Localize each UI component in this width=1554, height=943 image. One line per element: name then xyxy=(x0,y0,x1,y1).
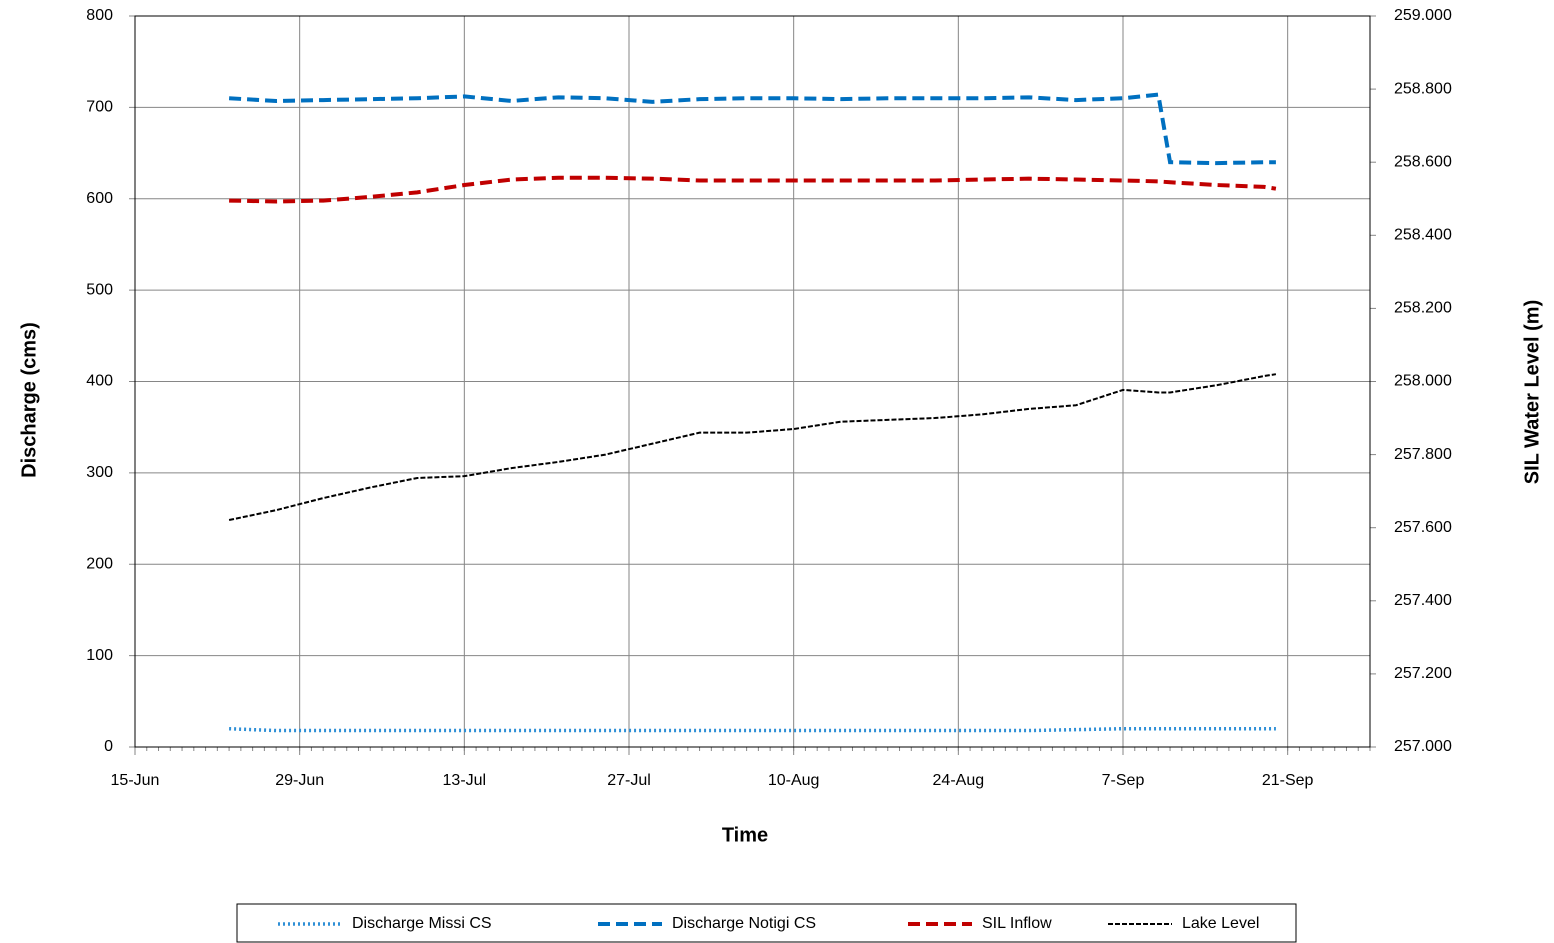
series-line xyxy=(229,175,1277,204)
y-tick-label: 800 xyxy=(86,7,113,24)
legend-box xyxy=(236,903,1297,943)
y2-tick-label: 258.000 xyxy=(1394,373,1452,390)
y2-tick-label: 258.800 xyxy=(1394,80,1452,97)
x-tick-label: 24-Aug xyxy=(933,772,985,789)
y2-tick-label: 257.800 xyxy=(1394,446,1452,463)
y2-tick-label: 257.200 xyxy=(1394,665,1452,682)
y2-tick-label: 259.000 xyxy=(1394,7,1452,24)
x-tick-label: 15-Jun xyxy=(111,772,160,789)
y-tick-label: 300 xyxy=(86,464,113,481)
y2-tick-label: 257.400 xyxy=(1394,592,1452,609)
y-tick-label: 700 xyxy=(86,99,113,116)
x-tick-label: 27-Jul xyxy=(607,772,651,789)
y-tick-label: 100 xyxy=(86,647,113,664)
y2-tick-label: 258.600 xyxy=(1394,153,1452,170)
legend-label: Discharge Missi CS xyxy=(352,915,492,932)
series-line xyxy=(228,373,1277,522)
y2-tick-label: 257.000 xyxy=(1394,738,1452,755)
x-tick-label: 13-Jul xyxy=(443,772,487,789)
y2-axis-title: SIL Water Level (m) xyxy=(1521,300,1543,485)
plot-area xyxy=(134,15,1371,748)
x-axis-title: Time xyxy=(722,824,768,846)
y2-tick-label: 257.600 xyxy=(1394,519,1452,536)
y2-tick-label: 258.200 xyxy=(1394,300,1452,317)
legend-label: Lake Level xyxy=(1182,915,1259,932)
y-tick-label: 200 xyxy=(86,555,113,572)
y-tick-label: 400 xyxy=(86,373,113,390)
y-axis-title: Discharge (cms) xyxy=(18,322,40,478)
y2-tick-label: 258.400 xyxy=(1394,227,1452,244)
series-line xyxy=(228,92,1276,166)
legend-label: Discharge Notigi CS xyxy=(672,915,816,932)
legend-label: SIL Inflow xyxy=(982,915,1052,932)
y-tick-label: 500 xyxy=(86,281,113,298)
x-tick-label: 10-Aug xyxy=(768,772,820,789)
y-tick-label: 0 xyxy=(104,738,113,755)
y-tick-label: 600 xyxy=(86,190,113,207)
series-line xyxy=(229,726,1276,733)
x-tick-label: 21-Sep xyxy=(1262,772,1314,789)
x-tick-label: 7-Sep xyxy=(1102,772,1145,789)
x-tick-label: 29-Jun xyxy=(275,772,324,789)
